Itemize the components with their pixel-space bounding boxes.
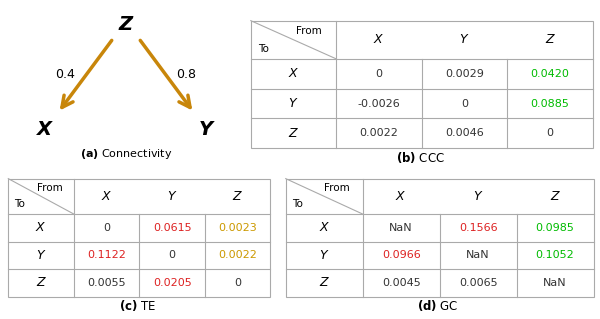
Text: 0.0055: 0.0055 <box>87 278 126 288</box>
Text: $\mathit{Z}$: $\mathit{Z}$ <box>35 276 47 289</box>
Text: To: To <box>258 44 269 54</box>
Text: From: From <box>324 183 350 193</box>
Text: $\mathit{Y}$: $\mathit{Y}$ <box>319 249 329 262</box>
Text: -0.0026: -0.0026 <box>358 99 400 108</box>
Text: From: From <box>37 183 63 193</box>
Text: 0: 0 <box>169 250 176 260</box>
Text: NaN: NaN <box>466 250 490 260</box>
Text: 0.0885: 0.0885 <box>530 99 569 108</box>
Text: 0: 0 <box>376 69 383 79</box>
Text: $\mathit{Y}$: $\mathit{Y}$ <box>167 190 178 203</box>
Text: $\boldsymbol{X}$: $\boldsymbol{X}$ <box>36 120 55 139</box>
Text: $\mathbf{(c)}$ TE: $\mathbf{(c)}$ TE <box>119 298 157 313</box>
Text: 0.1566: 0.1566 <box>459 223 497 233</box>
Text: 0.0205: 0.0205 <box>153 278 191 288</box>
Text: From: From <box>296 26 322 36</box>
Text: $\mathit{X}$: $\mathit{X}$ <box>395 190 407 203</box>
Text: 0.1122: 0.1122 <box>87 250 126 260</box>
Text: $\mathit{Z}$: $\mathit{Z}$ <box>545 33 556 46</box>
Text: 0.0046: 0.0046 <box>445 128 484 138</box>
Text: $\mathit{Y}$: $\mathit{Y}$ <box>36 249 46 262</box>
Text: NaN: NaN <box>389 223 413 233</box>
Text: To: To <box>14 199 25 209</box>
Text: 0.0985: 0.0985 <box>536 223 574 233</box>
Text: $\mathit{X}$: $\mathit{X}$ <box>373 33 385 46</box>
Text: $\mathit{X}$: $\mathit{X}$ <box>288 67 299 80</box>
Text: 0.0022: 0.0022 <box>218 250 257 260</box>
Text: 0.0420: 0.0420 <box>530 69 569 79</box>
Text: $\mathit{Y}$: $\mathit{Y}$ <box>289 97 299 110</box>
Text: 0.4: 0.4 <box>56 68 76 81</box>
Text: $\mathit{X}$: $\mathit{X}$ <box>101 190 112 203</box>
Text: $\mathbf{(d)}$ GC: $\mathbf{(d)}$ GC <box>417 298 459 313</box>
Text: 0: 0 <box>547 128 554 138</box>
Text: $\mathbf{(b)}$ CCC: $\mathbf{(b)}$ CCC <box>395 150 445 165</box>
Text: 0.8: 0.8 <box>176 68 196 81</box>
Text: 0.0022: 0.0022 <box>359 128 398 138</box>
Text: $\mathit{Y}$: $\mathit{Y}$ <box>473 190 484 203</box>
Bar <box>8 179 271 297</box>
Text: $\mathbf{(a)}$ Connectivity: $\mathbf{(a)}$ Connectivity <box>80 147 172 161</box>
Text: $\mathit{Z}$: $\mathit{Z}$ <box>319 276 330 289</box>
Text: $\boldsymbol{Z}$: $\boldsymbol{Z}$ <box>118 15 134 34</box>
Text: 0.0966: 0.0966 <box>382 250 421 260</box>
Text: $\boldsymbol{Y}$: $\boldsymbol{Y}$ <box>198 120 215 139</box>
Text: 0.0029: 0.0029 <box>445 69 484 79</box>
Text: $\mathit{Y}$: $\mathit{Y}$ <box>460 33 470 46</box>
Text: To: To <box>292 199 303 209</box>
Text: $\mathit{Z}$: $\mathit{Z}$ <box>288 127 299 140</box>
Text: 0.0023: 0.0023 <box>218 223 257 233</box>
Text: 0: 0 <box>461 99 468 108</box>
Text: $\mathit{X}$: $\mathit{X}$ <box>319 221 330 234</box>
Text: 0.1052: 0.1052 <box>536 250 574 260</box>
Text: 0.0045: 0.0045 <box>382 278 421 288</box>
Text: 0: 0 <box>103 223 110 233</box>
Text: NaN: NaN <box>543 278 567 288</box>
Text: 0: 0 <box>234 278 241 288</box>
Text: $\mathit{Z}$: $\mathit{Z}$ <box>232 190 243 203</box>
Text: 0.0615: 0.0615 <box>153 223 191 233</box>
Text: $\mathit{Z}$: $\mathit{Z}$ <box>550 190 560 203</box>
Bar <box>251 21 593 148</box>
Text: 0.0065: 0.0065 <box>459 278 497 288</box>
Text: $\mathit{X}$: $\mathit{X}$ <box>35 221 47 234</box>
Bar <box>286 179 593 297</box>
